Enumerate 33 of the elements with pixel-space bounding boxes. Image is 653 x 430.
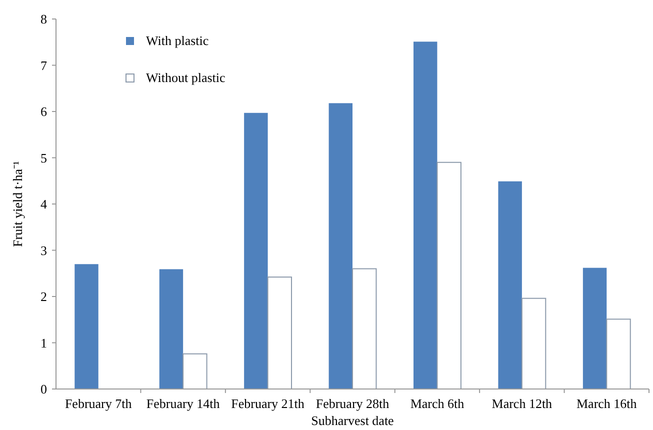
x-tick-label: February 21th: [231, 396, 305, 411]
x-tick-label: February 28th: [316, 396, 390, 411]
bar: [606, 318, 631, 390]
bar: [352, 268, 377, 390]
bar: [182, 353, 208, 390]
y-tick-label: 4: [40, 196, 48, 212]
y-tick-label: 7: [40, 58, 48, 73]
y-tick-label: 5: [40, 150, 47, 166]
y-tick-label: 1: [40, 335, 47, 350]
y-tick-label: 6: [40, 104, 48, 120]
x-tick-label: March 16th: [576, 396, 638, 411]
bar: [582, 268, 607, 389]
bar: [413, 42, 438, 389]
x-tick-label: March 12th: [492, 396, 553, 411]
bar: [244, 112, 268, 389]
bar: [436, 162, 462, 390]
bar: [521, 298, 546, 390]
bar: [159, 269, 184, 389]
y-tick-label: 0: [40, 382, 47, 397]
x-axis-title: Subharvest date: [311, 413, 394, 428]
y-tick-label: 8: [40, 12, 47, 27]
x-tick-label: March 6th: [410, 396, 465, 411]
bar: [328, 103, 352, 389]
bar: [74, 264, 98, 389]
x-tick-label: February 14th: [146, 396, 220, 411]
legend-label: With plastic: [146, 33, 209, 48]
y-axis-title: Fruit yield t·ha⁻¹: [10, 160, 25, 247]
bar: [267, 276, 292, 390]
x-tick-label: February 7th: [64, 396, 132, 411]
bar: [498, 181, 522, 389]
y-tick-label: 2: [40, 289, 47, 304]
y-tick-label: 3: [40, 242, 47, 258]
legend-label: Without plastic: [146, 70, 226, 85]
